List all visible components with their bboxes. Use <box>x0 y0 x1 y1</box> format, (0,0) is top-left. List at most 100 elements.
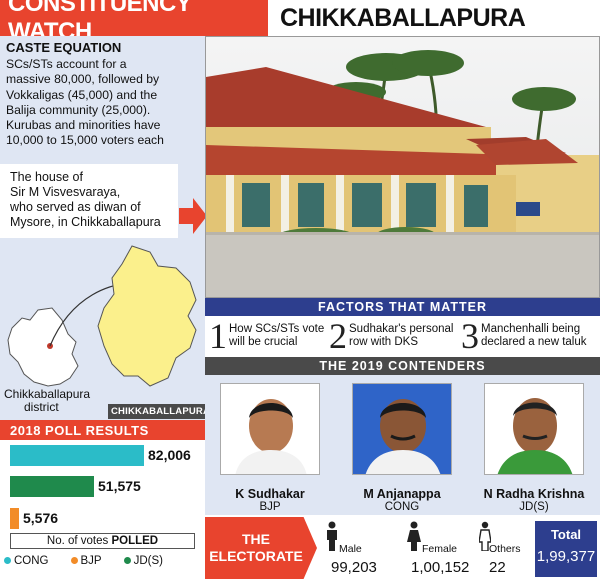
candidate-card: M Anjanappa CONG <box>347 383 457 513</box>
factor-line2: row with DKS <box>349 336 419 348</box>
candidate-photo <box>352 383 452 475</box>
house-caption-line: who served as diwan of <box>10 200 141 214</box>
legend-label: BJP <box>80 555 102 567</box>
candidate-card: N Radha Krishna JD(S) <box>479 383 589 513</box>
factor-line1: How SCs/STs vote <box>229 323 325 335</box>
contenders-title: THE 2019 CONTENDERS <box>205 357 600 375</box>
total-value: 1,99,377 <box>536 548 596 565</box>
house-photo-image <box>206 37 599 297</box>
contenders-panel: K Sudhakar BJP M Anjanappa CONG <box>205 375 600 515</box>
caste-line: massive 80,000, followed by <box>6 72 160 87</box>
poll-bar-value: 82,006 <box>148 447 191 463</box>
legend-label: CONG <box>14 555 49 567</box>
legend-item-jds: JD(S) <box>123 555 163 567</box>
factor-item: 3 Manchenhalli being declared a new taluk <box>461 316 586 356</box>
total-label: Total <box>550 527 582 542</box>
candidate-name: K Sudhakar <box>235 487 305 501</box>
candidate-party: CONG <box>384 501 420 513</box>
factor-item: 2 Sudhakar's personal row with DKS <box>329 316 453 356</box>
house-caption-line: Mysore, in Chikkaballapura <box>10 215 161 229</box>
poll-bar-value: 51,575 <box>98 478 141 494</box>
factor-line2: declared a new taluk <box>481 336 587 348</box>
male-icon <box>327 521 337 551</box>
candidate-card: K Sudhakar BJP <box>215 383 325 513</box>
header-right-title: CHIKKABALLAPURA <box>280 3 526 32</box>
electorate-total: Total 1,99,377 <box>535 521 597 577</box>
candidate-portrait-icon <box>221 384 319 474</box>
poll-bar-cong <box>10 445 144 466</box>
district-label-line1: Chikkaballapura <box>4 387 91 401</box>
district-label: Chikkaballapura district <box>4 388 90 414</box>
state-map-shape <box>7 307 79 387</box>
candidate-name: M Anjanappa <box>363 487 441 501</box>
caste-line: SCs/STs account for a <box>6 57 127 71</box>
legend-dot-icon <box>4 557 11 565</box>
header-constituency-watch: CONSTITUENCY WATCH <box>0 0 268 45</box>
house-caption-line: The house of <box>10 170 83 184</box>
poll-results-panel: 2018 POLL RESULTS 82,006 51,575 5,576 No. … <box>0 420 205 579</box>
factor-text: Sudhakar's personal row with DKS <box>349 323 453 349</box>
caste-heading: CASTE EQUATION <box>6 40 122 55</box>
candidate-portrait-icon <box>485 384 583 474</box>
caste-line: 10,000 to 15,000 voters each <box>6 133 164 148</box>
female-value: 1,00,152 <box>411 559 470 576</box>
candidate-party: BJP <box>259 501 281 513</box>
male-value: 99,203 <box>331 559 377 576</box>
factor-item: 1 How SCs/STs vote will be crucial <box>209 316 324 356</box>
caste-line: Vokkaligas (45,000) and the <box>6 87 158 102</box>
legend-label: JD(S) <box>133 555 163 567</box>
header-constituency-name: CHIKKABALLAPURA <box>268 0 600 36</box>
factor-line1: Sudhakar's personal <box>349 323 454 335</box>
electorate-label: THE ELECTORATE <box>205 517 317 579</box>
poll-bar-value: 5,576 <box>23 510 59 526</box>
legend-item-bjp: BJP <box>70 555 102 567</box>
poll-title: 2018 POLL RESULTS <box>0 420 205 440</box>
house-caption: The house of Sir M Visvesvaraya, who ser… <box>0 164 178 238</box>
district-map <box>7 245 197 387</box>
others-value: 22 <box>489 559 506 576</box>
house-photo <box>205 36 600 298</box>
candidate-photo <box>220 383 320 475</box>
legend-dot-icon <box>123 557 131 565</box>
votes-label-bold: POLLED <box>111 535 159 547</box>
legend-item-cong: CONG <box>4 555 49 567</box>
poll-title-text: 2018 POLL RESULTS <box>10 422 149 438</box>
candidate-portrait-icon <box>353 384 451 474</box>
electorate-panel: THE ELECTORATE Male 99,203 Female 1,00,1… <box>205 515 600 579</box>
female-icon <box>407 521 421 551</box>
others-label: Others <box>489 543 521 555</box>
poll-legend: CONG BJP JD(S) <box>4 555 204 567</box>
factor-number: 3 <box>461 316 479 356</box>
factor-number: 1 <box>209 316 227 356</box>
poll-bar-jds <box>10 476 94 497</box>
caste-line: Kurubas and minorities have <box>6 118 161 133</box>
legend-dot-icon <box>70 557 78 565</box>
candidate-name: N Radha Krishna <box>483 487 585 501</box>
male-label: Male <box>339 543 362 555</box>
caste-line: Balija community (25,000). <box>6 102 151 117</box>
factors-list: 1 How SCs/STs vote will be crucial 2 Sudh… <box>205 316 600 356</box>
caste-equation-panel: CASTE EQUATION SCs/STs account for a mas… <box>0 36 205 164</box>
factor-line2: will be crucial <box>229 336 298 348</box>
others-icon <box>479 521 491 551</box>
red-arrow-icon <box>179 198 207 234</box>
votes-label-pre: No. of votes <box>46 535 112 547</box>
map-area: The house of Sir M Visvesvaraya, who ser… <box>0 164 214 420</box>
candidate-party: JD(S) <box>519 501 549 513</box>
electorate-label-line1: THE <box>242 531 270 547</box>
electorate-label-line2: ELECTORATE <box>209 548 303 564</box>
candidate-photo <box>484 383 584 475</box>
factors-title: FACTORS THAT MATTER <box>205 298 600 316</box>
female-label: Female <box>422 543 458 555</box>
house-caption-line: Sir M Visvesvaraya, <box>10 185 121 199</box>
caste-text: SCs/STs account for a massive 80,000, fo… <box>6 57 199 149</box>
factor-number: 2 <box>329 316 347 356</box>
chikkaballapura-map-shape <box>97 245 197 387</box>
factor-text: Manchenhalli being declared a new taluk <box>481 323 586 349</box>
poll-bar-bjp <box>10 508 19 529</box>
chikkaballapura-badge: CHIKKABALLAPURA <box>108 404 214 419</box>
factor-line1: Manchenhalli being <box>481 323 581 335</box>
votes-polled-label: No. of votes POLLED <box>10 533 195 549</box>
district-label-line2: district <box>24 400 59 414</box>
